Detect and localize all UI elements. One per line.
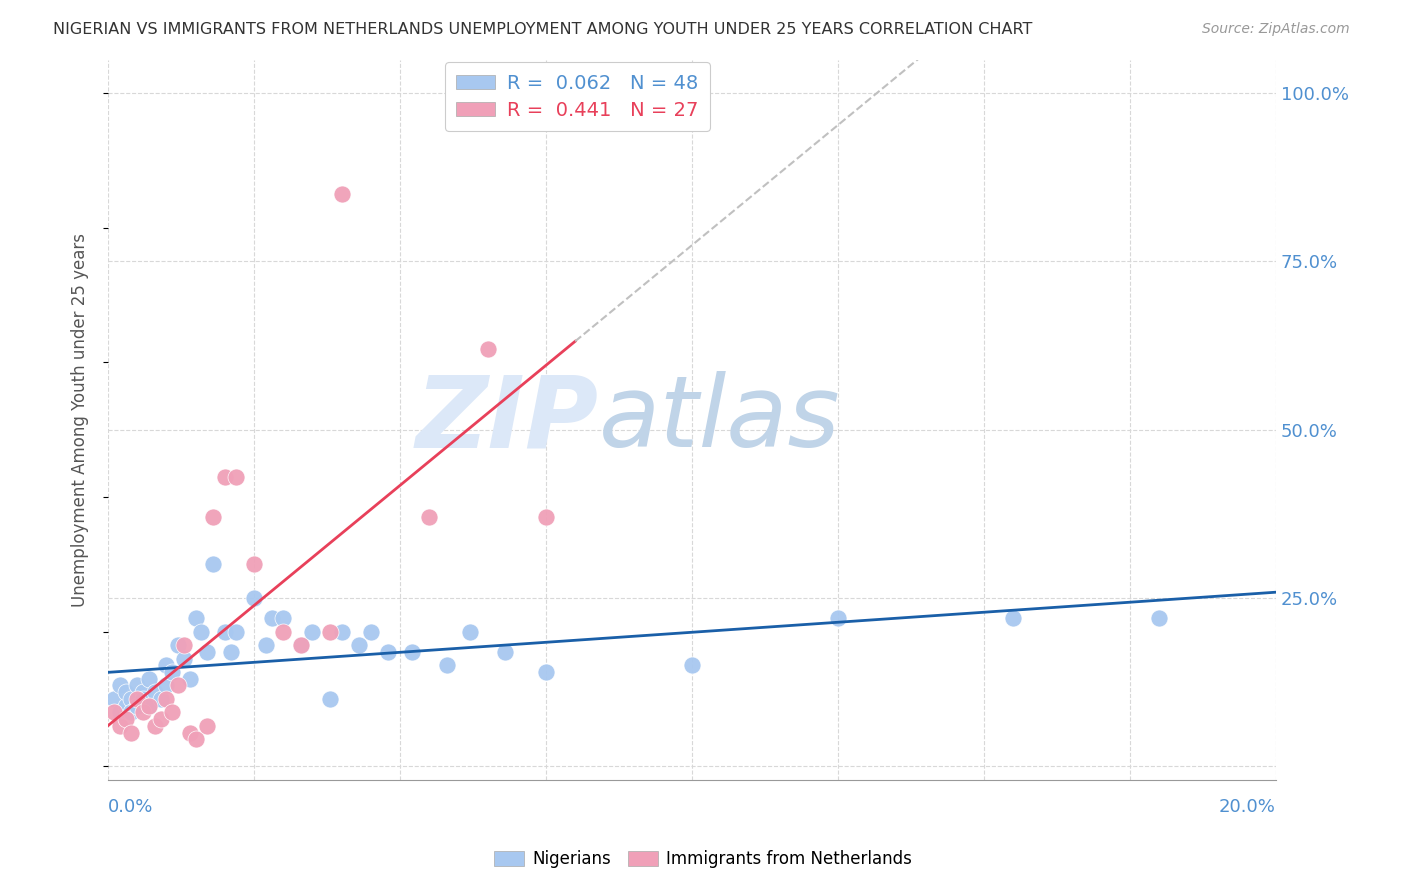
Point bbox=[184, 732, 207, 747]
Point bbox=[132, 685, 155, 699]
Point bbox=[202, 510, 225, 524]
Point bbox=[219, 645, 242, 659]
Point bbox=[301, 624, 323, 639]
Point bbox=[184, 611, 207, 625]
Text: 0.0%: 0.0% bbox=[108, 798, 153, 816]
Point bbox=[347, 638, 370, 652]
Point bbox=[214, 470, 236, 484]
Point bbox=[127, 698, 149, 713]
Point bbox=[160, 706, 183, 720]
Point bbox=[160, 665, 183, 679]
Point bbox=[127, 678, 149, 692]
Point bbox=[149, 692, 172, 706]
Point bbox=[120, 725, 142, 739]
Point bbox=[418, 510, 440, 524]
Point bbox=[138, 672, 160, 686]
Point bbox=[155, 658, 177, 673]
Point bbox=[155, 678, 177, 692]
Point bbox=[132, 706, 155, 720]
Point bbox=[190, 624, 212, 639]
Point bbox=[195, 645, 218, 659]
Point bbox=[103, 706, 125, 720]
Point bbox=[225, 470, 247, 484]
Point bbox=[1147, 611, 1170, 625]
Text: Source: ZipAtlas.com: Source: ZipAtlas.com bbox=[1202, 22, 1350, 37]
Text: atlas: atlas bbox=[599, 371, 841, 468]
Point bbox=[271, 611, 294, 625]
Point bbox=[214, 624, 236, 639]
Point bbox=[155, 692, 177, 706]
Point bbox=[436, 658, 458, 673]
Point bbox=[827, 611, 849, 625]
Point bbox=[534, 510, 557, 524]
Point bbox=[103, 692, 125, 706]
Point bbox=[494, 645, 516, 659]
Point bbox=[681, 658, 703, 673]
Point bbox=[114, 685, 136, 699]
Point bbox=[319, 624, 342, 639]
Y-axis label: Unemployment Among Youth under 25 years: Unemployment Among Youth under 25 years bbox=[72, 233, 89, 607]
Point bbox=[179, 725, 201, 739]
Point bbox=[114, 698, 136, 713]
Point bbox=[458, 624, 481, 639]
Point bbox=[202, 558, 225, 572]
Point bbox=[254, 638, 277, 652]
Point bbox=[330, 187, 353, 202]
Point bbox=[534, 665, 557, 679]
Legend: Nigerians, Immigrants from Netherlands: Nigerians, Immigrants from Netherlands bbox=[488, 844, 918, 875]
Point bbox=[167, 678, 190, 692]
Point bbox=[195, 719, 218, 733]
Point bbox=[173, 638, 195, 652]
Point bbox=[120, 692, 142, 706]
Point bbox=[120, 706, 142, 720]
Point bbox=[330, 624, 353, 639]
Point bbox=[138, 698, 160, 713]
Text: 20.0%: 20.0% bbox=[1219, 798, 1277, 816]
Point bbox=[271, 624, 294, 639]
Text: NIGERIAN VS IMMIGRANTS FROM NETHERLANDS UNEMPLOYMENT AMONG YOUTH UNDER 25 YEARS : NIGERIAN VS IMMIGRANTS FROM NETHERLANDS … bbox=[53, 22, 1033, 37]
Point bbox=[401, 645, 423, 659]
Point bbox=[243, 558, 266, 572]
Point bbox=[108, 706, 131, 720]
Point bbox=[108, 719, 131, 733]
Point bbox=[290, 638, 312, 652]
Point bbox=[138, 698, 160, 713]
Point bbox=[127, 692, 149, 706]
Point bbox=[377, 645, 399, 659]
Point bbox=[290, 638, 312, 652]
Point bbox=[143, 685, 166, 699]
Point bbox=[477, 342, 499, 356]
Text: ZIP: ZIP bbox=[416, 371, 599, 468]
Point bbox=[179, 672, 201, 686]
Point bbox=[114, 712, 136, 726]
Legend: R =  0.062   N = 48, R =  0.441   N = 27: R = 0.062 N = 48, R = 0.441 N = 27 bbox=[444, 62, 710, 131]
Point bbox=[108, 678, 131, 692]
Point bbox=[360, 624, 382, 639]
Point bbox=[173, 651, 195, 665]
Point bbox=[149, 712, 172, 726]
Point bbox=[143, 719, 166, 733]
Point bbox=[1002, 611, 1025, 625]
Point bbox=[132, 692, 155, 706]
Point bbox=[167, 638, 190, 652]
Point bbox=[319, 692, 342, 706]
Point bbox=[260, 611, 283, 625]
Point bbox=[243, 591, 266, 605]
Point bbox=[225, 624, 247, 639]
